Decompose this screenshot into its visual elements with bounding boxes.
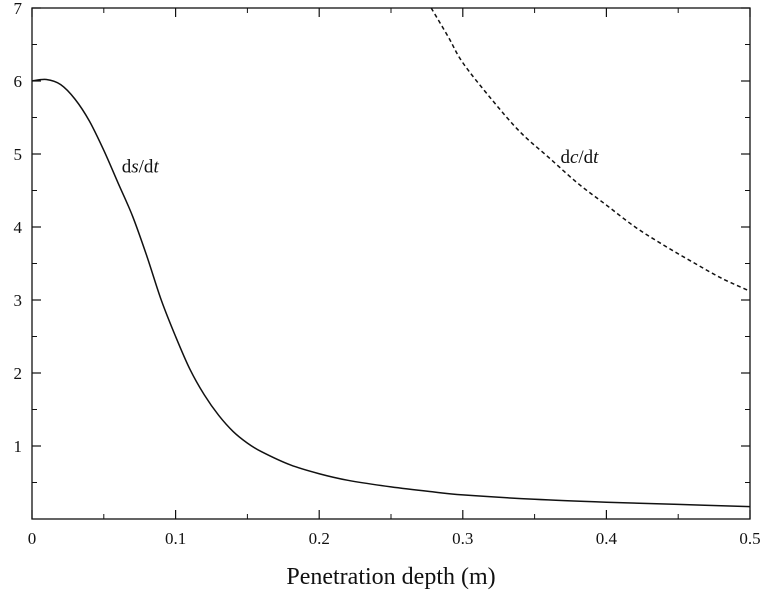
series-label-part: t [593,147,599,168]
y-tick-label: 1 [14,437,23,456]
x-axis-title: Penetration depth (m) [286,564,495,590]
series-label-part: d [122,156,132,177]
series-label-part: /d [578,147,593,168]
x-tick-label: 0.3 [452,529,473,548]
ticks [31,7,751,519]
series-label-part: t [153,156,159,177]
series-label-part: /d [139,156,154,177]
y-tick-label: 4 [14,218,23,237]
series-label-part: d [560,147,570,168]
series-label-ds-dt: ds/dt [122,156,160,177]
y-tick-label: 7 [14,0,23,18]
x-tick-label: 0.1 [165,529,186,548]
plot-frame [31,7,751,520]
x-tick-label: 0 [28,529,37,548]
tick-labels: 0 0.1 0.2 0.3 0.4 0.5 1 2 3 4 5 6 7 [14,0,761,548]
y-tick-label: 2 [14,364,23,383]
y-tick-label: 6 [14,72,23,91]
y-tick-label: 5 [14,145,23,164]
x-tick-label: 0.5 [739,529,760,548]
series-label-part: c [570,147,579,168]
y-tick-label: 3 [14,291,23,310]
x-tick-label: 0.4 [596,529,618,548]
x-tick-label: 0.2 [309,529,330,548]
curves [31,7,751,508]
series-line-dc-dt [430,7,751,292]
curve-labels: ds/dt dc/dt [122,147,599,177]
series-label-dc-dt: dc/dt [560,147,599,168]
series-line-ds-dt [31,78,751,508]
series-label-part: s [131,156,138,177]
